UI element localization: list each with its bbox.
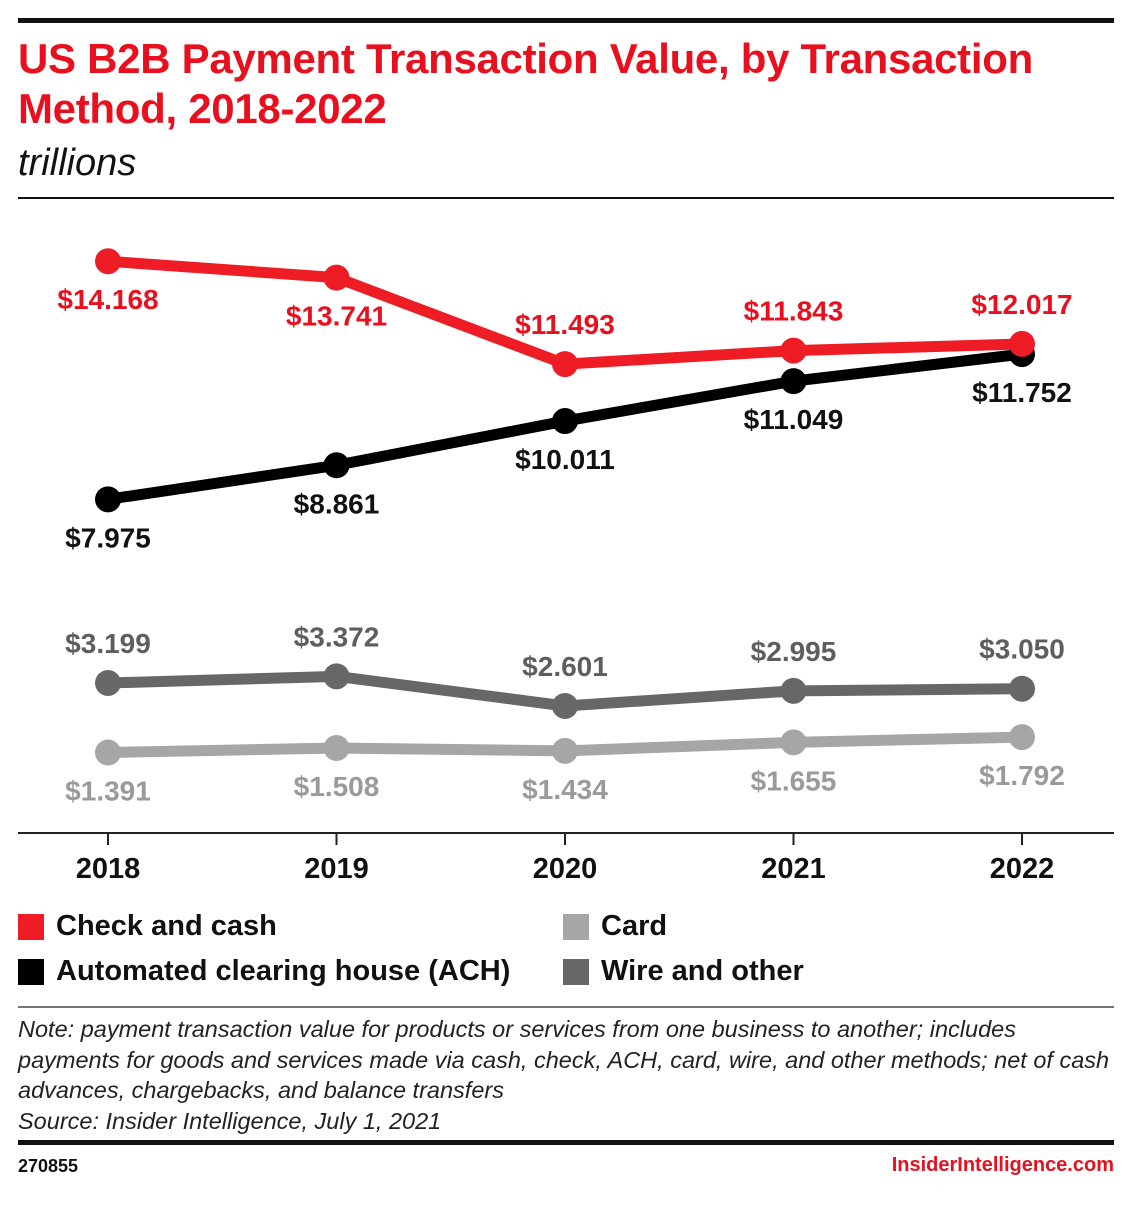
bottom-rule	[18, 1140, 1114, 1145]
data-point-wire-and-other	[95, 669, 121, 696]
data-label-card: $1.508	[294, 771, 380, 802]
data-label-automated-clearing-house-ach: $8.861	[294, 488, 380, 519]
data-point-check-and-cash	[95, 248, 121, 275]
data-point-check-and-cash	[1009, 330, 1035, 357]
data-point-automated-clearing-house-ach	[552, 408, 578, 435]
chart-subtitle: trillions	[18, 142, 137, 184]
legend-label: Check and cash	[56, 910, 277, 942]
legend-item-ach: Automated clearing house (ACH)	[18, 955, 510, 988]
data-point-automated-clearing-house-ach	[780, 368, 807, 395]
data-label-automated-clearing-house-ach: $11.049	[744, 404, 844, 435]
data-label-check-and-cash: $14.168	[57, 284, 158, 315]
data-label-check-and-cash: $12.017	[971, 289, 1072, 320]
header-divider	[18, 197, 1114, 199]
legend-swatch-wire-and-other	[563, 958, 589, 985]
notes-divider	[18, 1006, 1114, 1008]
data-point-wire-and-other	[780, 677, 807, 704]
legend-swatch-card	[563, 913, 589, 940]
data-point-card	[323, 735, 350, 762]
chart-note: Note: payment transaction value for prod…	[18, 1014, 1114, 1136]
x-tick-label: 2019	[304, 853, 369, 880]
x-tick-label: 2018	[76, 853, 141, 880]
data-label-wire-and-other: $3.050	[979, 634, 1065, 665]
data-label-card: $1.434	[522, 774, 608, 805]
data-label-wire-and-other: $3.199	[65, 628, 151, 659]
data-point-card	[780, 729, 807, 756]
data-label-check-and-cash: $13.741	[286, 301, 387, 332]
data-point-automated-clearing-house-ach	[95, 486, 121, 513]
x-axis-ticks: 2018 2019 2020 2021 2022	[76, 833, 1055, 880]
x-tick-label: 2020	[533, 853, 598, 880]
data-point-wire-and-other	[1009, 675, 1035, 702]
top-rule	[18, 18, 1114, 23]
data-label-automated-clearing-house-ach: $10.011	[515, 444, 615, 475]
data-label-wire-and-other: $2.995	[751, 636, 837, 667]
x-tick-label: 2022	[990, 853, 1055, 880]
data-label-check-and-cash: $11.843	[744, 296, 844, 327]
chart-title: US B2B Payment Transaction Value, by Tra…	[18, 35, 1033, 132]
data-labels: $14.168 $13.741 $11.493 $11.843 $12.017 $7.97…	[57, 284, 1072, 806]
data-point-check-and-cash	[552, 351, 578, 378]
line-chart: 2018 2019 2020 2021 2022 $14.168 $13.741 $11.4…	[18, 248, 1114, 880]
data-point-check-and-cash	[780, 337, 807, 364]
data-label-check-and-cash: $11.493	[515, 309, 615, 340]
note-text: Note: payment transaction value for prod…	[18, 1016, 1110, 1103]
legend-swatch-check-and-cash	[18, 913, 44, 940]
data-point-card	[1009, 724, 1035, 751]
series-lines	[95, 248, 1035, 766]
data-label-wire-and-other: $2.601	[522, 651, 608, 682]
legend-label: Automated clearing house (ACH)	[56, 955, 511, 987]
data-label-card: $1.655	[751, 765, 837, 796]
data-point-automated-clearing-house-ach	[323, 452, 350, 479]
data-label-automated-clearing-house-ach: $7.975	[65, 522, 151, 553]
data-label-automated-clearing-house-ach: $11.752	[972, 377, 1072, 408]
source-text: Source: Insider Intelligence, July 1, 20…	[18, 1107, 442, 1134]
data-point-wire-and-other	[323, 663, 350, 690]
legend-item-wire-and-other: Wire and other	[563, 955, 804, 988]
data-point-card	[552, 737, 578, 764]
data-point-check-and-cash	[323, 264, 350, 291]
legend-label: Card	[601, 910, 668, 942]
data-label-card: $1.391	[65, 776, 151, 807]
brand-link[interactable]: InsiderIntelligence.com	[891, 1154, 1114, 1176]
data-label-card: $1.792	[979, 760, 1065, 791]
data-label-wire-and-other: $3.372	[294, 621, 380, 652]
legend-item-check-and-cash: Check and cash	[18, 910, 277, 943]
data-point-card	[95, 739, 121, 766]
legend-label: Wire and other	[601, 955, 804, 987]
legend-item-card: Card	[563, 910, 667, 943]
legend-swatch-ach	[18, 958, 44, 985]
chart-id: 270855	[18, 1156, 79, 1176]
x-tick-label: 2021	[761, 853, 826, 880]
data-point-wire-and-other	[552, 692, 578, 719]
